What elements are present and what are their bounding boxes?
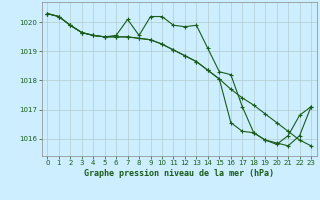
X-axis label: Graphe pression niveau de la mer (hPa): Graphe pression niveau de la mer (hPa)	[84, 169, 274, 178]
